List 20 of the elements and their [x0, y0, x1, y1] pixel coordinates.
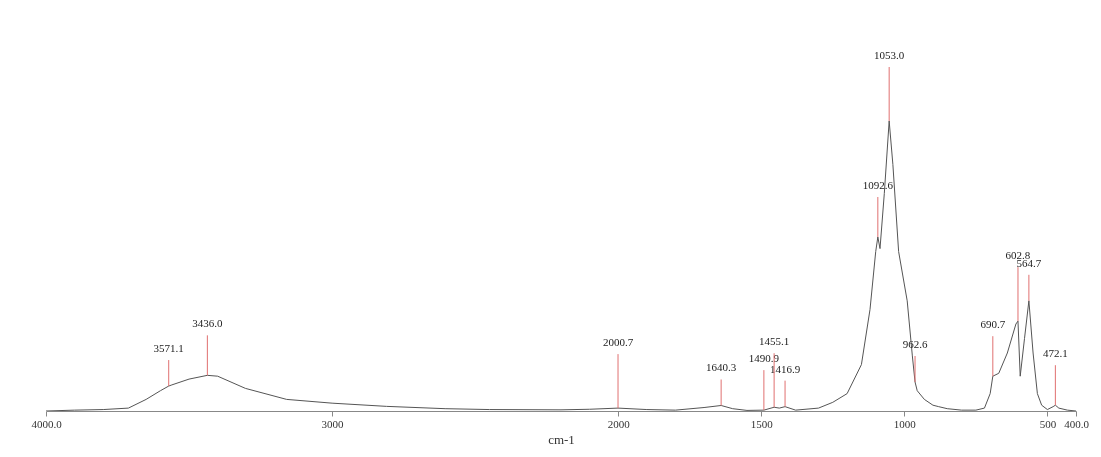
annotation: 3436.0: [192, 317, 223, 330]
x-tick-label: 4000.0: [31, 417, 63, 430]
annotation: 690.7: [980, 318, 1006, 331]
annotation: 1640.3: [706, 361, 737, 374]
x-axis-title: cm-1: [548, 431, 575, 447]
annotation: 1455.1: [759, 335, 790, 348]
x-tick-label: 1000: [893, 417, 917, 430]
x-tick-label: 1500: [750, 417, 774, 430]
x-tick-label: 2000: [607, 417, 631, 430]
annotation: 1053.0: [874, 49, 905, 61]
x-tick-label: 3000: [321, 417, 345, 430]
annotation: 962.6: [902, 338, 928, 350]
annotation: 472.1: [1043, 347, 1068, 360]
x-tick-label: 400.0: [1064, 417, 1090, 430]
annotation: 2000.7: [602, 336, 634, 349]
annotation: 1092.6: [862, 179, 894, 191]
annotation: 1490.9: [748, 352, 780, 365]
x-tick-label: 500: [1039, 417, 1057, 430]
annotation: 1416.9: [769, 362, 801, 375]
annotation: 3571.1: [153, 342, 184, 355]
